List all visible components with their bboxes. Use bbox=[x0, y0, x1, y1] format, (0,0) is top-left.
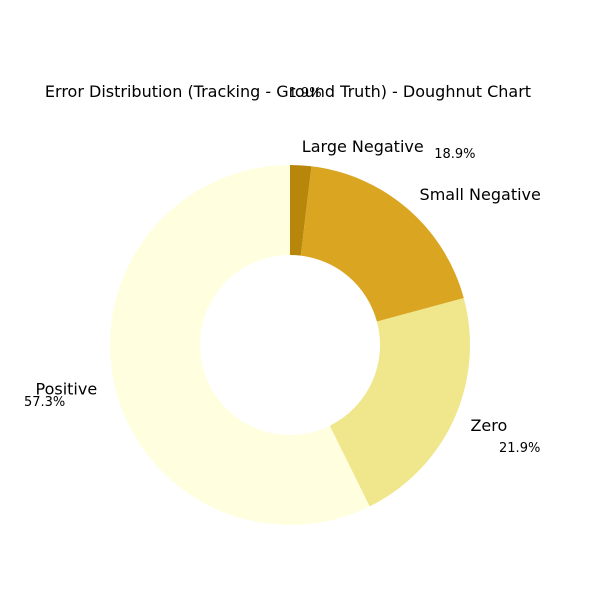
slice-label-positive: Positive bbox=[35, 380, 97, 399]
slices-group bbox=[109, 165, 471, 526]
percent-label-large-negative: 1.9% bbox=[289, 86, 322, 101]
slice-label-large-negative: Large Negative bbox=[302, 137, 424, 156]
slice-positive bbox=[109, 165, 370, 526]
percent-label-positive: 57.3% bbox=[24, 395, 65, 410]
slice-label-small-negative: Small Negative bbox=[420, 185, 541, 204]
chart-title: Error Distribution (Tracking - Ground Tr… bbox=[45, 82, 531, 101]
slice-small-negative bbox=[300, 166, 464, 322]
percent-label-small-negative: 18.9% bbox=[434, 147, 475, 162]
slice-zero bbox=[329, 298, 471, 507]
slice-large-negative bbox=[290, 165, 312, 256]
slice-label-zero: Zero bbox=[470, 416, 507, 435]
percent-label-zero: 21.9% bbox=[499, 441, 540, 456]
